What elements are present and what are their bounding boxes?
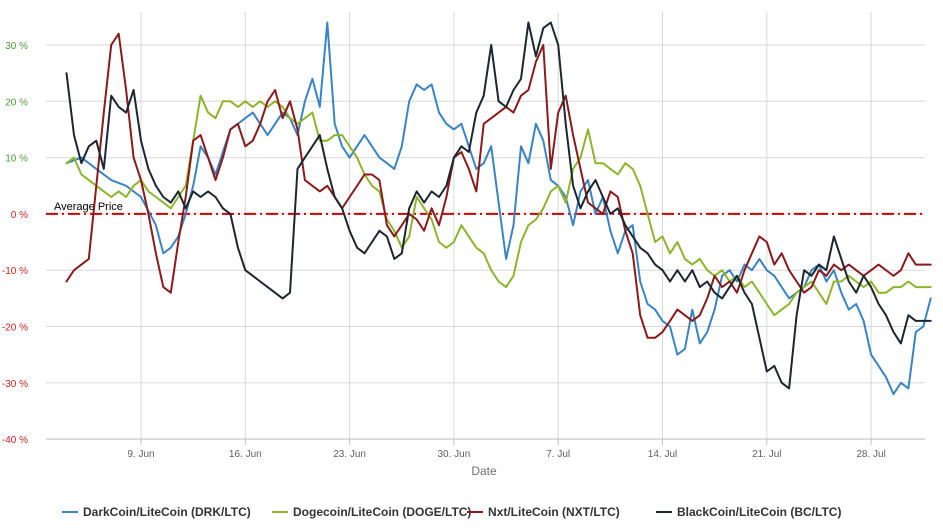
y-tick-label: 30 %	[5, 41, 28, 52]
x-tick-label: 21. Jul	[752, 449, 781, 460]
legend-label: BlackCoin/LiteCoin (BC/LTC)	[677, 505, 841, 519]
x-tick-label: 9. Jun	[127, 449, 154, 460]
y-tick-label: -20 %	[2, 323, 28, 334]
reference-line-group: Average Price	[46, 201, 925, 215]
y-tick-label: 0 %	[11, 210, 28, 221]
legend-label: DarkCoin/LiteCoin (DRK/LTC)	[83, 505, 251, 519]
legend: DarkCoin/LiteCoin (DRK/LTC) Dogecoin/Lite…	[62, 505, 841, 519]
x-tick-label: 7. Jul	[546, 449, 570, 460]
average-price-label: Average Price	[54, 201, 123, 213]
y-axis: 30 % 20 % 10 % 0 % -10 % -20 % -30 % -40 %	[2, 41, 28, 446]
x-axis-title: Date	[471, 464, 497, 478]
legend-label: Nxt/LiteCoin (NXT/LTC)	[488, 505, 620, 519]
x-tick-label: 30. Jun	[437, 449, 470, 460]
x-tick-label: 28. Jul	[856, 449, 885, 460]
series-line	[65, 21, 932, 390]
y-tick-label: 20 %	[5, 97, 28, 108]
series-line	[65, 32, 932, 339]
x-axis: 9. Jun 16. Jun 23. Jun 30. Jun 7. Jul 14. Jul…	[46, 438, 925, 460]
series-line	[65, 21, 932, 396]
x-tick-label: 23. Jun	[333, 449, 366, 460]
y-tick-label: 10 %	[5, 154, 28, 165]
legend-label: Dogecoin/LiteCoin (DOGE/LTC)	[293, 505, 471, 519]
y-tick-label: -40 %	[2, 435, 28, 446]
y-tick-label: -30 %	[2, 379, 28, 390]
x-tick-label: 14. Jul	[648, 449, 677, 460]
y-tick-label: -10 %	[2, 266, 28, 277]
series-lines	[65, 21, 932, 396]
series-line	[65, 94, 932, 317]
x-tick-label: 16. Jun	[229, 449, 262, 460]
